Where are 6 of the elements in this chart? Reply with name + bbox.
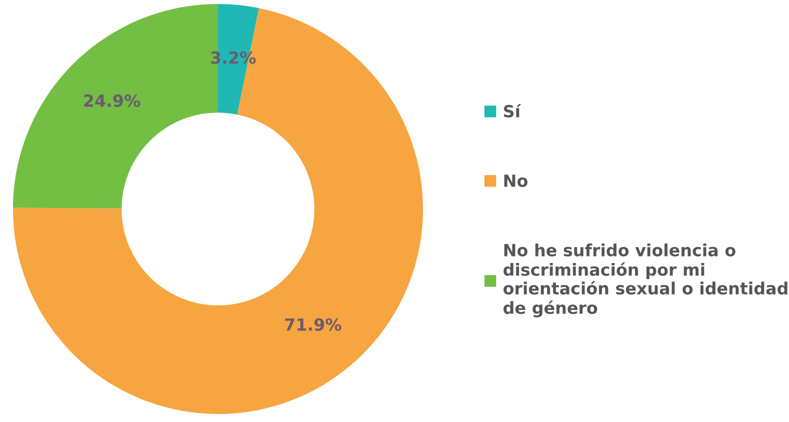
legend-label: Sí xyxy=(504,104,522,118)
data-label: 24.9% xyxy=(84,94,140,107)
data-label: 71.9% xyxy=(285,318,342,331)
legend-label: No xyxy=(504,174,528,187)
legend-label: No he sufrido violencia o discriminación por mi orientación sexual o identidad de género xyxy=(504,244,788,318)
donut-slice xyxy=(13,8,423,414)
